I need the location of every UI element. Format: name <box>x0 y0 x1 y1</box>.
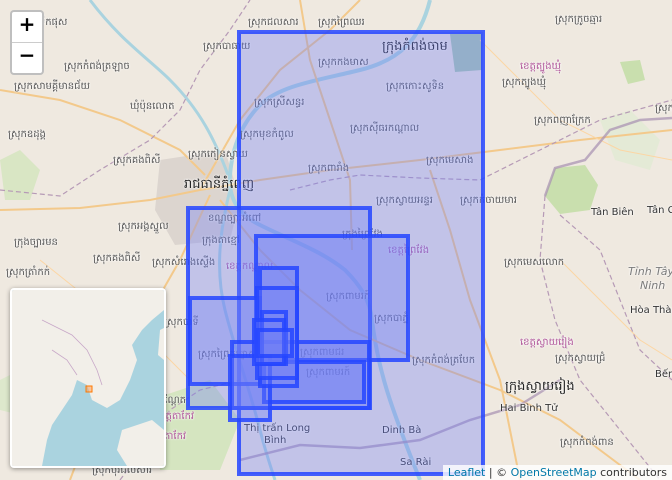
place-label: ស្រុកពាមជរ <box>300 347 345 358</box>
place-label: ស្រុកកៀនស្វាយ <box>188 149 248 160</box>
place-label: Hòa Thành <box>630 305 672 316</box>
place-label: ស្រុកមេសាង <box>426 155 474 166</box>
place-label: ស្រុកក្រូចឆ្មារ <box>555 14 603 25</box>
place-label: ស្រុកបាទី <box>164 317 199 328</box>
place-label: ស្រុកមុខកំពូល <box>240 129 294 140</box>
place-label: ក្រុងកំពង់ចាម <box>382 39 448 54</box>
attribution-separator: | © <box>485 466 511 479</box>
place-label: Thị trấn Long <box>244 423 311 434</box>
place-label: ស្រុកស្រីសន្ធរ <box>254 97 305 108</box>
place-label: ស្រុកពញាក្រែក <box>534 115 591 126</box>
place-label: Ninh <box>640 279 666 292</box>
place-label: Bến <box>655 369 672 380</box>
place-label: ស្រុកបាភ្នំ <box>374 313 409 324</box>
attribution-suffix: contributors <box>596 466 667 479</box>
minimap[interactable] <box>10 288 166 468</box>
place-label: Dinh Bà <box>382 425 422 436</box>
place-label: ខណ្ឌច្បារអំពៅ <box>208 213 262 224</box>
place-label: ឃុំប៉ុនលោត <box>130 101 175 112</box>
place-label: ស្រុកគងពិសី <box>93 253 141 264</box>
osm-link[interactable]: OpenStreetMap <box>510 466 597 479</box>
place-label: ស្រុកសាមគ្គីមានជ័យ <box>14 81 90 92</box>
place-label: ស្រុកព្រៃកប្បាស <box>198 349 258 360</box>
place-label: ស្រុកអង្គស្នួល <box>118 221 169 232</box>
place-label: ស្រុកសំរោងស្ទើង <box>152 257 216 268</box>
place-label: ខេត្តតាកែវ <box>156 411 195 422</box>
place-label: ស្រុកពាមរក៍ <box>326 291 371 302</box>
place-label: ស្រុកស្វាយជ្រំ <box>555 353 606 364</box>
place-label: ស្រុកមេសលោក <box>504 257 565 268</box>
place-label: ស្រុកស៊ីធរកណ្ដាល <box>350 123 420 134</box>
place-label: ខេត្តស្វាយរៀង <box>520 337 574 348</box>
place-label: Tỉnh Tây <box>628 265 672 278</box>
place-label: ស្រុកបុរីជលសារ <box>92 465 153 476</box>
place-label: ស្រុកព្រៃឈរ <box>318 17 365 28</box>
minimap-map <box>12 290 164 466</box>
place-label: ស្រុកឧដុង្គ <box>8 129 46 140</box>
place-label: ក្រុងច្បារមន <box>14 237 58 248</box>
place-label: ស្រុកដំបែ <box>655 103 672 114</box>
place-label: ស្រុកត្រាំកក់ <box>6 267 51 278</box>
region-rectangle[interactable] <box>262 360 366 404</box>
place-label: ស្រុកបាធាយ <box>203 41 251 52</box>
place-label: ក្រុងស្វាយរៀង <box>505 379 575 394</box>
place-label: ស្រុកគងពិសី <box>113 155 161 166</box>
region-rectangle[interactable] <box>256 328 294 358</box>
place-label: Sa Rài <box>400 457 432 468</box>
place-label: ខេត្តតាកែវ <box>148 431 187 442</box>
place-label: Tân Biên <box>591 207 634 218</box>
place-label: ស្រុកជលសារ <box>248 17 299 28</box>
zoom-in-button[interactable]: + <box>18 12 36 36</box>
place-label: ខេត្តកណ្ដាល <box>226 261 274 272</box>
zoom-control: + − <box>10 10 44 75</box>
place-label: ស្រុកកោះសូទិន <box>386 81 445 92</box>
place-label: Hai Bình Tử <box>500 403 558 414</box>
place-label: ស្រុកកំពង់ត្រឡាច <box>64 61 130 72</box>
place-label: ខេត្តត្បូងឃ្មុំ <box>520 61 562 72</box>
region-rectangle[interactable] <box>254 234 410 362</box>
attribution: Leaflet | © OpenStreetMap contributors <box>442 465 672 480</box>
place-label: Tân Ch <box>647 205 672 216</box>
place-label: ស្រុកកំចាយមារ <box>460 195 517 206</box>
place-label: ក្រុងតាខ្មៅ <box>202 235 240 246</box>
place-label: ស្រុកស្វាយអន្ទរ <box>376 195 433 206</box>
place-label: ស្រុកពាមរក៍ <box>306 367 351 378</box>
zoom-out-button[interactable]: − <box>12 42 42 73</box>
place-label: ស្រុកកំពង់ត្របែក <box>412 355 476 366</box>
place-label: ស្រុកកងមាស <box>318 57 369 68</box>
place-label: ស្រុកកំពង់ពាន <box>560 437 614 448</box>
place-label: Bình <box>264 435 287 446</box>
leaflet-link[interactable]: Leaflet <box>447 466 486 479</box>
place-label: ស្រុកត្បូងឃ្មុំ <box>502 77 547 88</box>
place-label: រាជធានីភ្នំពេញ <box>184 177 255 192</box>
place-label: ស្រុកពារាំង <box>308 163 350 174</box>
